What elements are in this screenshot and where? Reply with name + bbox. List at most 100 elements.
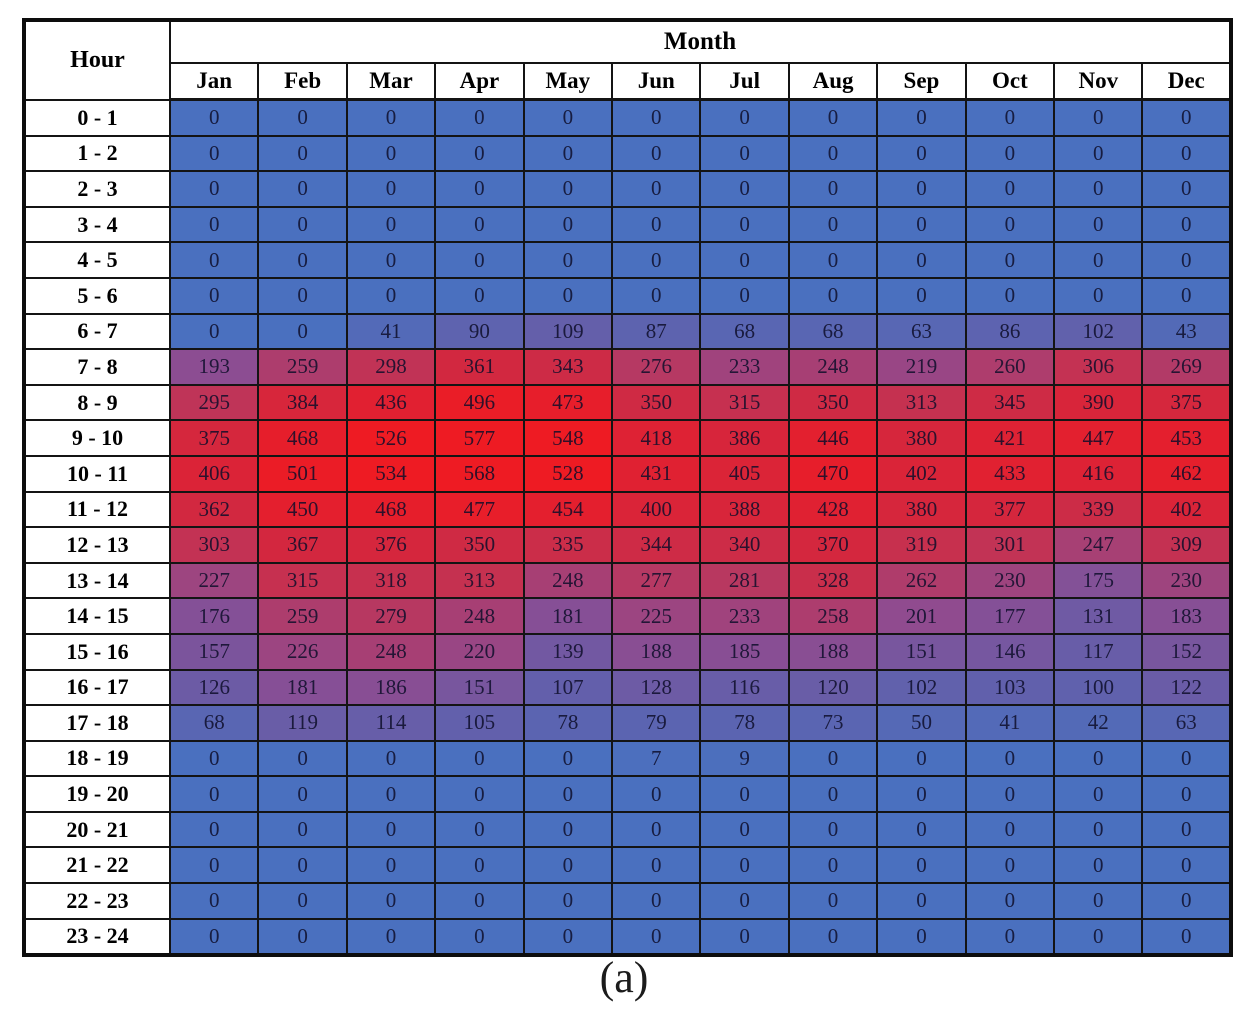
value-cell: 375 [1141, 383, 1232, 422]
value-cell: 0 [1053, 241, 1144, 279]
table-row: 7 - 8 193 259 298 361 343 276 233 248 219 260 306 26… [23, 348, 1232, 386]
value-cell: 43 [1141, 312, 1232, 351]
value-cell: 0 [257, 846, 348, 885]
value-cell: 436 [345, 383, 437, 422]
value-cell: 0 [257, 276, 348, 315]
value-cell: 501 [257, 454, 348, 493]
value-cell: 227 [168, 561, 260, 600]
value-cell: 0 [876, 170, 967, 208]
value-cell: 362 [168, 490, 260, 529]
value-cell: 230 [964, 561, 1056, 600]
value-cell: 0 [787, 134, 879, 173]
value-cell: 0 [611, 170, 702, 208]
value-cell: 0 [522, 134, 614, 173]
value-cell: 78 [699, 704, 790, 742]
value-cell: 0 [964, 98, 1056, 137]
value-cell: 0 [345, 739, 437, 778]
value-cell: 90 [434, 312, 525, 351]
value-cell: 79 [611, 704, 702, 742]
value-cell: 0 [1053, 276, 1144, 315]
table-row: 15 - 16 157 226 248 220 139 188 185 188 151 146 117… [23, 632, 1232, 671]
table-row: 9 - 10 375 468 526 577 548 418 386 446 380 421 447 4… [23, 419, 1232, 457]
value-cell: 376 [345, 526, 437, 564]
value-cell: 0 [787, 276, 879, 315]
value-cell: 303 [168, 526, 260, 564]
value-cell: 0 [964, 810, 1056, 849]
value-cell: 0 [257, 170, 348, 208]
value-cell: 146 [964, 632, 1056, 671]
value-cell: 102 [876, 668, 967, 707]
value-cell: 0 [876, 882, 967, 920]
table-row: 17 - 18 68 119 114 105 78 79 78 73 50 41 42 63 [23, 704, 1232, 742]
header-group-row: Hour Month [23, 19, 1232, 101]
hour-label: 3 - 4 [23, 205, 171, 244]
value-cell: 151 [434, 668, 525, 707]
value-cell: 453 [1141, 419, 1232, 457]
value-cell: 0 [876, 205, 967, 244]
value-cell: 151 [876, 632, 967, 671]
value-cell: 109 [522, 312, 614, 351]
value-cell: 0 [522, 170, 614, 208]
value-cell: 0 [787, 205, 879, 244]
value-cell: 402 [876, 454, 967, 493]
value-cell: 0 [345, 98, 437, 137]
value-cell: 0 [611, 917, 702, 957]
value-cell: 105 [434, 704, 525, 742]
value-cell: 315 [699, 383, 790, 422]
table-row: 8 - 9 295 384 436 496 473 350 315 350 313 345 390 37… [23, 383, 1232, 422]
value-cell: 548 [522, 419, 614, 457]
hour-label: 5 - 6 [23, 276, 171, 315]
value-cell: 262 [876, 561, 967, 600]
value-cell: 0 [699, 170, 790, 208]
value-cell: 313 [434, 561, 525, 600]
value-cell: 0 [611, 205, 702, 244]
hour-label: 22 - 23 [23, 882, 171, 920]
value-cell: 41 [964, 704, 1056, 742]
value-cell: 380 [876, 419, 967, 457]
value-cell: 0 [699, 134, 790, 173]
month-header-jun: Jun [611, 62, 702, 101]
value-cell: 361 [434, 348, 525, 386]
value-cell: 370 [787, 526, 879, 564]
value-cell: 281 [699, 561, 790, 600]
figure-caption: (a) [599, 953, 649, 1002]
value-cell: 193 [168, 348, 260, 386]
value-cell: 0 [345, 276, 437, 315]
value-cell: 375 [168, 419, 260, 457]
value-cell: 152 [1141, 632, 1232, 671]
value-cell: 0 [787, 98, 879, 137]
value-cell: 0 [345, 810, 437, 849]
value-cell: 259 [257, 348, 348, 386]
value-cell: 100 [1053, 668, 1144, 707]
value-cell: 279 [345, 597, 437, 635]
hour-label: 10 - 11 [23, 454, 171, 493]
value-cell: 230 [1141, 561, 1232, 600]
value-cell: 0 [964, 170, 1056, 208]
value-cell: 0 [345, 170, 437, 208]
value-cell: 313 [876, 383, 967, 422]
value-cell: 0 [168, 775, 260, 813]
value-cell: 446 [787, 419, 879, 457]
value-cell: 534 [345, 454, 437, 493]
value-cell: 0 [434, 739, 525, 778]
value-cell: 0 [876, 739, 967, 778]
value-cell: 131 [1053, 597, 1144, 635]
value-cell: 73 [787, 704, 879, 742]
value-cell: 0 [787, 739, 879, 778]
hour-label: 7 - 8 [23, 348, 171, 386]
value-cell: 0 [1141, 134, 1232, 173]
value-cell: 0 [699, 882, 790, 920]
value-cell: 454 [522, 490, 614, 529]
value-cell: 0 [1141, 739, 1232, 778]
value-cell: 0 [876, 241, 967, 279]
table-row: 6 - 7 0 0 41 90 109 87 68 68 63 86 102 43 [23, 312, 1232, 351]
hour-column-header: Hour [23, 19, 171, 101]
value-cell: 0 [345, 205, 437, 244]
value-cell: 350 [787, 383, 879, 422]
value-cell: 384 [257, 383, 348, 422]
value-cell: 335 [522, 526, 614, 564]
table-row: 11 - 12 362 450 468 477 454 400 388 428 380 377 339… [23, 490, 1232, 529]
value-cell: 0 [787, 241, 879, 279]
value-cell: 0 [168, 917, 260, 957]
